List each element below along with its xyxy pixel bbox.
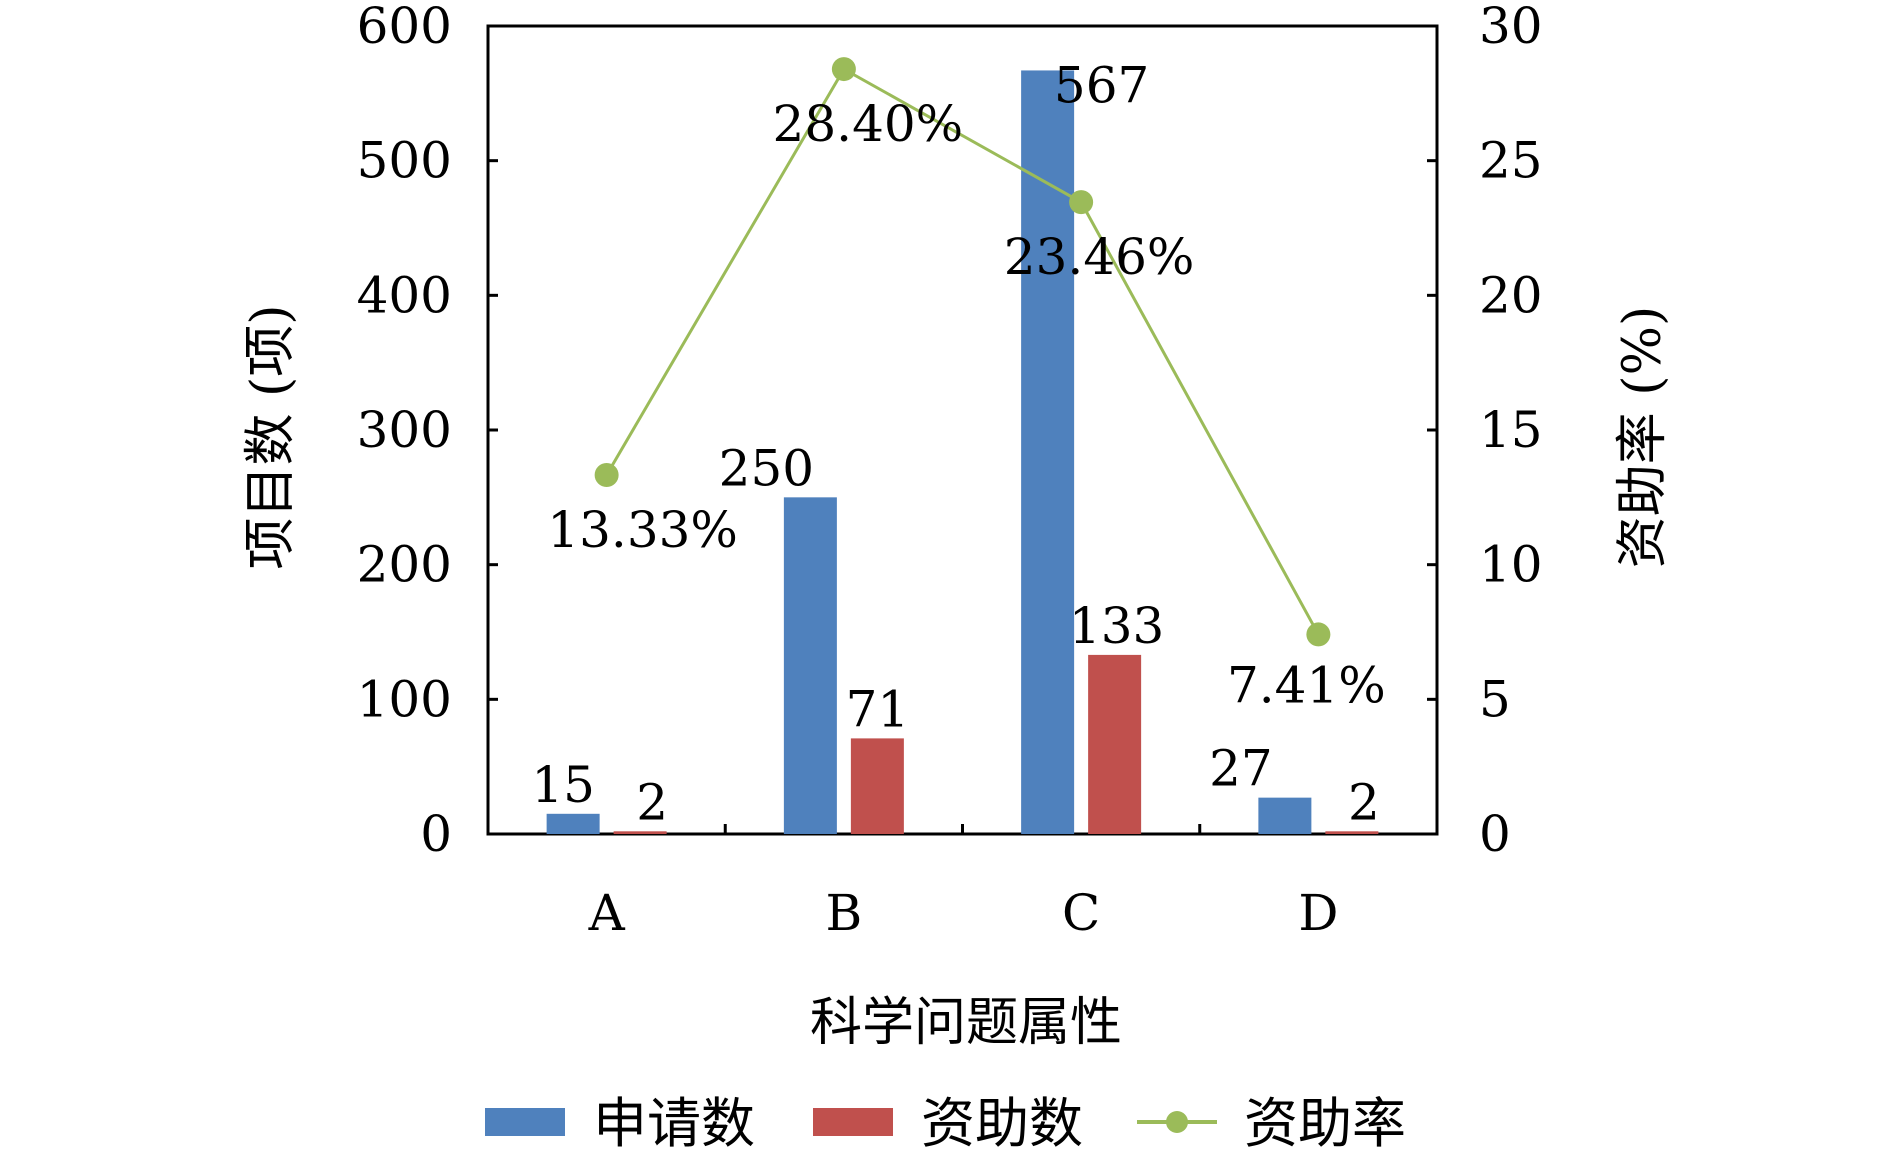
rate-marker bbox=[1069, 190, 1094, 215]
tick-labels-group: 0 0 100 5 200 10 300 15 400 20 500 25 600 30 A B C D bbox=[357, 0, 1543, 942]
legend-swatch-funded bbox=[813, 1108, 893, 1136]
bar-funded bbox=[850, 738, 904, 834]
bar-funded bbox=[1088, 654, 1142, 834]
bars-group bbox=[546, 70, 1379, 834]
bar-applications bbox=[546, 813, 600, 834]
data-label-funded: 133 bbox=[1069, 597, 1164, 655]
x-tick-label: A bbox=[588, 884, 626, 942]
y2-tick-label: 25 bbox=[1479, 132, 1543, 190]
data-label-funded: 2 bbox=[636, 773, 668, 831]
y2-axis-title: 资助率 (%) bbox=[1613, 306, 1673, 569]
y2-tick-label: 0 bbox=[1479, 805, 1511, 863]
bar-funded bbox=[1325, 831, 1379, 834]
legend-label-rate: 资助率 bbox=[1244, 1092, 1406, 1153]
data-label-applications: 15 bbox=[531, 756, 595, 814]
legend-swatch-applications bbox=[485, 1108, 565, 1136]
y-tick-label: 200 bbox=[357, 536, 452, 594]
rate-marker bbox=[831, 57, 856, 82]
data-label-rate: 23.46% bbox=[1004, 228, 1195, 286]
data-labels-group: 15 2 250 71 567 133 27 2 13.33% 28.40% 23.46% 7.41% bbox=[531, 56, 1385, 831]
data-label-rate: 7.41% bbox=[1227, 656, 1386, 714]
y-tick-label: 0 bbox=[420, 805, 452, 863]
x-axis-title: 科学问题属性 bbox=[810, 993, 1122, 1053]
axes-group bbox=[486, 24, 1439, 836]
rate-line-group bbox=[594, 57, 1331, 647]
data-label-applications: 250 bbox=[719, 439, 814, 497]
legend: 申请数 资助数 资助率 bbox=[485, 1092, 1406, 1155]
x-tick-label: B bbox=[826, 884, 863, 942]
bar-applications bbox=[1258, 797, 1312, 834]
legend-label-applications: 申请数 bbox=[593, 1092, 755, 1153]
y-tick-label: 100 bbox=[357, 670, 452, 728]
y2-tick-label: 15 bbox=[1479, 401, 1543, 459]
data-label-rate: 13.33% bbox=[547, 501, 738, 559]
bar-applications bbox=[1021, 70, 1075, 834]
data-label-applications: 27 bbox=[1209, 740, 1273, 798]
rate-marker bbox=[594, 462, 619, 487]
y-tick-label: 300 bbox=[357, 401, 452, 459]
y-tick-label: 600 bbox=[357, 0, 452, 55]
y-tick-label: 500 bbox=[357, 132, 452, 190]
legend-swatch-rate-marker bbox=[1166, 1111, 1188, 1133]
data-label-applications: 567 bbox=[1054, 56, 1149, 114]
data-label-rate: 28.40% bbox=[773, 95, 964, 153]
y-tick-label: 400 bbox=[357, 266, 452, 324]
data-label-funded: 71 bbox=[846, 680, 910, 738]
bar-funded bbox=[613, 831, 667, 834]
y2-tick-label: 30 bbox=[1479, 0, 1543, 55]
x-tick-label: C bbox=[1062, 884, 1100, 942]
x-tick-label: D bbox=[1298, 884, 1338, 942]
legend-label-funded: 资助数 bbox=[921, 1092, 1083, 1153]
rate-marker bbox=[1306, 622, 1331, 647]
rate-line bbox=[605, 67, 1320, 636]
y-axis-title: 项目数 (项) bbox=[241, 304, 301, 569]
y2-tick-label: 10 bbox=[1479, 536, 1543, 594]
bar-applications bbox=[783, 497, 837, 834]
y2-tick-label: 20 bbox=[1479, 266, 1543, 324]
y2-tick-label: 5 bbox=[1479, 670, 1511, 728]
data-label-funded: 2 bbox=[1348, 773, 1380, 831]
